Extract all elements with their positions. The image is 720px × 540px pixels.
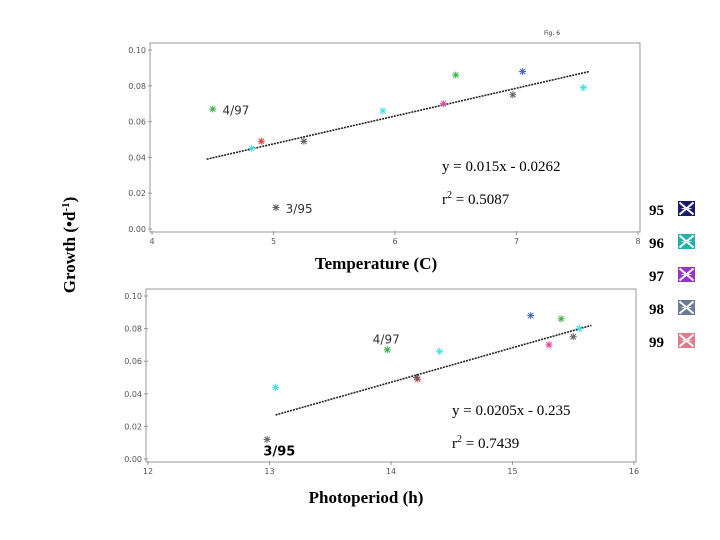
data-point bbox=[383, 346, 391, 354]
y-tick-label: 0.04 bbox=[128, 153, 146, 162]
annotations-photoperiod: 4/97 3/95 bbox=[263, 332, 399, 459]
data-points-photoperiod bbox=[263, 312, 583, 443]
y-tick-label: 0.10 bbox=[128, 46, 146, 55]
y-axis-title: Growth (•d-1) bbox=[60, 197, 79, 294]
legend-swatch bbox=[678, 201, 695, 216]
legend-swatch bbox=[678, 234, 695, 249]
legend-label: 95 bbox=[649, 203, 664, 219]
data-point bbox=[272, 204, 280, 212]
fit-line-photoperiod bbox=[275, 324, 592, 416]
point-annotation: 3/95 bbox=[286, 202, 313, 216]
legend-label: 97 bbox=[649, 269, 665, 285]
x-tick-label: 8 bbox=[635, 237, 640, 246]
data-point bbox=[379, 107, 387, 115]
legend-label: 99 bbox=[649, 335, 664, 351]
data-point bbox=[575, 325, 583, 333]
y-tick-label: 0.00 bbox=[124, 455, 142, 464]
y-tick-label: 0.08 bbox=[128, 82, 146, 91]
data-point bbox=[557, 315, 565, 323]
y-tick-label: 0.08 bbox=[124, 325, 142, 334]
regression-line bbox=[206, 70, 590, 160]
data-point bbox=[545, 341, 553, 349]
data-point bbox=[300, 137, 308, 145]
data-point bbox=[272, 383, 280, 391]
data-point bbox=[413, 374, 421, 381]
y-tick-label: 0.06 bbox=[128, 118, 146, 127]
x-tick-label: 12 bbox=[143, 467, 153, 476]
y-tick-label: 0.10 bbox=[124, 292, 142, 301]
data-point bbox=[519, 67, 527, 75]
data-point bbox=[569, 333, 577, 341]
data-point bbox=[257, 137, 265, 145]
data-points-temperature bbox=[209, 67, 587, 212]
point-annotation: 3/95 bbox=[263, 445, 295, 460]
data-point bbox=[263, 435, 271, 443]
point-annotation: 4/97 bbox=[373, 332, 400, 346]
photoperiod-panel: 0.00 0.02 0.04 0.06 0.08 0.10 12 13 14 15 16 4/97… bbox=[124, 288, 639, 507]
x-tick-label: 4 bbox=[149, 237, 154, 246]
x-ticks-photoperiod: 12 13 14 15 16 bbox=[143, 461, 639, 476]
legend-label: 96 bbox=[649, 236, 665, 252]
annotations-temperature: 4/97 3/95 bbox=[222, 103, 312, 215]
r2-temperature: r2 = 0.5087 bbox=[442, 190, 510, 208]
legend-swatch bbox=[678, 267, 695, 282]
fit-line-temperature bbox=[206, 70, 590, 160]
data-point bbox=[579, 84, 587, 92]
legend: 95 96 97 98 99 bbox=[649, 201, 695, 351]
data-point bbox=[440, 100, 448, 108]
y-tick-label: 0.06 bbox=[124, 357, 142, 366]
x-tick-label: 5 bbox=[271, 237, 276, 246]
y-tick-label: 0.02 bbox=[128, 189, 146, 198]
data-point bbox=[248, 144, 256, 152]
data-point bbox=[209, 105, 217, 113]
x-axis-title-photoperiod: Photoperiod (h) bbox=[309, 488, 424, 507]
y-tick-label: 0.04 bbox=[124, 390, 142, 399]
equation-photoperiod: y = 0.0205x - 0.235 bbox=[452, 403, 570, 419]
x-tick-label: 6 bbox=[392, 237, 397, 246]
x-tick-label: 14 bbox=[386, 467, 396, 476]
x-ticks-temperature: 4 5 6 7 8 bbox=[149, 231, 641, 246]
y-tick-label: 0.00 bbox=[128, 225, 146, 234]
figure-label: Fig. 6 bbox=[544, 30, 560, 37]
y-ticks-temperature: 0.00 0.02 0.04 0.06 0.08 0.10 bbox=[128, 46, 152, 234]
equation-temperature: y = 0.015x - 0.0262 bbox=[442, 159, 560, 175]
legend-swatch bbox=[678, 300, 695, 315]
x-tick-label: 16 bbox=[629, 467, 639, 476]
legend-swatch bbox=[678, 333, 695, 348]
data-point bbox=[452, 71, 460, 79]
y-ticks-photoperiod: 0.00 0.02 0.04 0.06 0.08 0.10 bbox=[124, 292, 148, 464]
data-point bbox=[436, 347, 444, 355]
data-point bbox=[527, 312, 535, 320]
r2-photoperiod: r2 = 0.7439 bbox=[452, 434, 519, 452]
data-point bbox=[509, 91, 517, 99]
y-tick-label: 0.02 bbox=[124, 422, 142, 431]
x-axis-title-temperature: Temperature (C) bbox=[315, 254, 437, 273]
x-tick-label: 13 bbox=[264, 467, 274, 476]
plot-frame-temperature bbox=[149, 42, 641, 233]
x-tick-label: 15 bbox=[507, 467, 517, 476]
point-annotation: 4/97 bbox=[222, 103, 249, 117]
plot-frame-photoperiod bbox=[145, 288, 637, 463]
x-tick-label: 7 bbox=[514, 237, 519, 246]
regression-line bbox=[275, 324, 592, 416]
legend-label: 98 bbox=[649, 302, 664, 318]
